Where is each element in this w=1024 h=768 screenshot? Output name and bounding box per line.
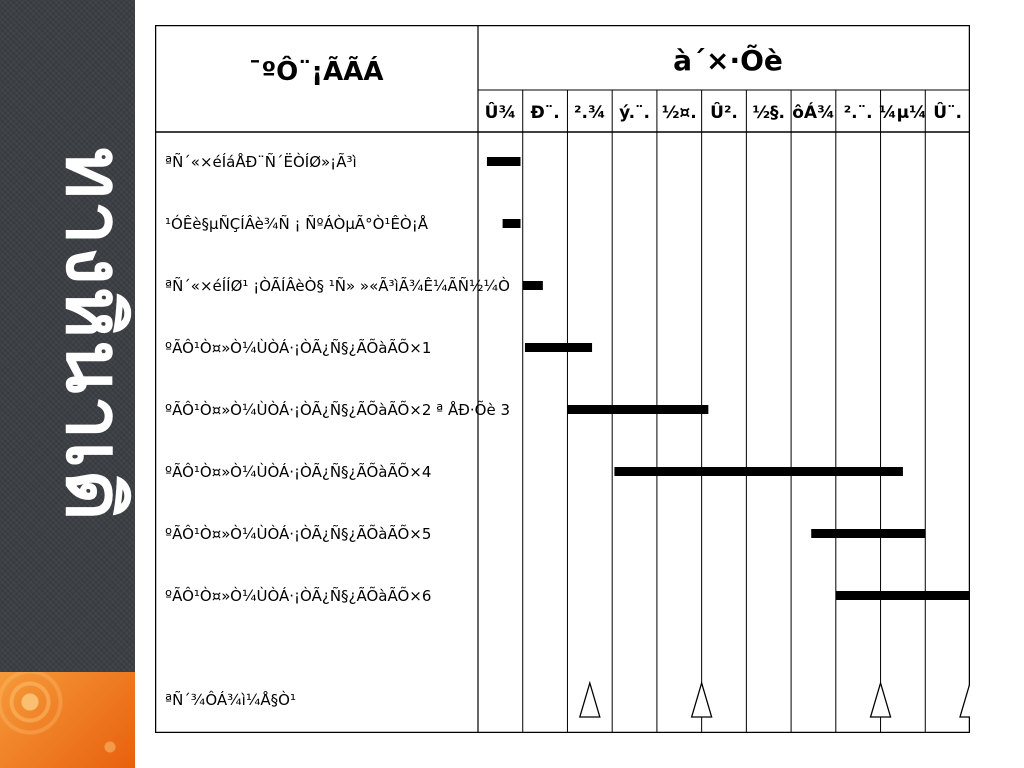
milestone-markers — [580, 683, 970, 717]
activity-bar — [614, 467, 902, 476]
grid-lines — [155, 25, 970, 733]
activity-bar — [567, 405, 708, 414]
milestone-triangle-icon — [580, 683, 600, 717]
period-column-header: à´×͹·Õè — [673, 43, 783, 77]
month-label: ².¾ — [574, 103, 606, 123]
activity-bar — [811, 529, 925, 538]
milestone-triangle-icon — [960, 683, 970, 717]
activity-label: ºÃÔ¹Ò¤»Ò¼ÙÒÁ·¡ÒÃ¿Ñ§¿ÃÕàÃÕ×4 — [165, 462, 431, 481]
activity-label: ªÑ´«×éÍáÅÐ¨Ñ´ËÒÍØ»¡Ã³ì — [165, 152, 357, 171]
activity-label: ºÃÔ¹Ò¤»Ò¼ÙÒÁ·¡ÒÃ¿Ñ§¿ÃÕàÃÕ×2 ª ÅÐ·Õè 3 — [165, 400, 510, 419]
activity-bar — [487, 157, 521, 166]
milestone-triangle-icon — [871, 683, 891, 717]
month-label: Û¾ — [485, 101, 516, 123]
activity-label: ºÃÔ¹Ò¤»Ò¼ÙÒÁ·¡ÒÃ¿Ñ§¿ÃÕàÃÕ×1 — [165, 338, 431, 357]
milestone-row-label: ªÑ´¾ÔÁ¾ì¼Å§Ò¹ — [165, 690, 296, 709]
gantt-chart: ¯ºÔ¨¡ÃÃÁ à´×͹·Õè Û¾ Ð¨. ².¾ ý.¨. ½¤. Û². ½§. ôÁ… — [155, 25, 970, 733]
month-label: ôÁ¾ — [792, 101, 834, 123]
month-label: Ð¨. — [530, 103, 559, 123]
month-label: Û¨. — [933, 101, 962, 123]
activity-column-header: ¯ºÔ¨¡ÃÃÁ — [249, 55, 384, 87]
activity-label: ºÃÔ¹Ò¤»Ò¼ÙÒÁ·¡ÒÃ¿Ñ§¿ÃÕàÃÕ×6 — [165, 586, 431, 605]
month-label: ¼µ¼ — [879, 103, 927, 123]
sidebar: ทางหินาเดิ — [0, 0, 135, 768]
milestone-triangle-icon — [692, 683, 712, 717]
slide-title-text: ทางหินาเดิ — [33, 147, 157, 522]
month-label: ½§. — [752, 103, 785, 123]
decorative-orange-block — [0, 672, 135, 768]
activity-bar — [523, 281, 543, 290]
activity-bar — [836, 591, 970, 600]
activity-bar — [525, 343, 592, 352]
month-label: Û². — [710, 101, 738, 123]
gantt-table: ¯ºÔ¨¡ÃÃÁ à´×͹·Õè Û¾ Ð¨. ².¾ ý.¨. ½¤. Û². ½§. ôÁ… — [155, 25, 970, 733]
activity-label: ºÃÔ¹Ò¤»Ò¼ÙÒÁ·¡ÒÃ¿Ñ§¿ÃÕàÃÕ×5 — [165, 524, 431, 543]
activity-label: ¹ÓÊè§µÑÇÍÂè¾Ñ ¡ ÑºÁÒµÃ°Ò¹ÊÒ¡Å — [165, 214, 429, 233]
month-label: ².¨. — [844, 103, 873, 123]
month-label: ý.¨. — [619, 103, 650, 123]
month-label: ½¤. — [662, 103, 697, 123]
activity-label: ªÑ´«×éÍÍØ¹ ¡ÒÃÍÂèÒ§ ¹Ñ» »«Ã³ìÃ¾Ê¼ÃÑ½¼Ò — [165, 276, 510, 295]
table-text: ¯ºÔ¨¡ÃÃÁ à´×͹·Õè Û¾ Ð¨. ².¾ ý.¨. ½¤. Û². ½§. ôÁ… — [165, 43, 962, 709]
activity-bars — [487, 157, 970, 600]
activity-bar — [503, 219, 521, 228]
slide-title-vertical: ทางหินาเดิ — [40, 75, 150, 595]
